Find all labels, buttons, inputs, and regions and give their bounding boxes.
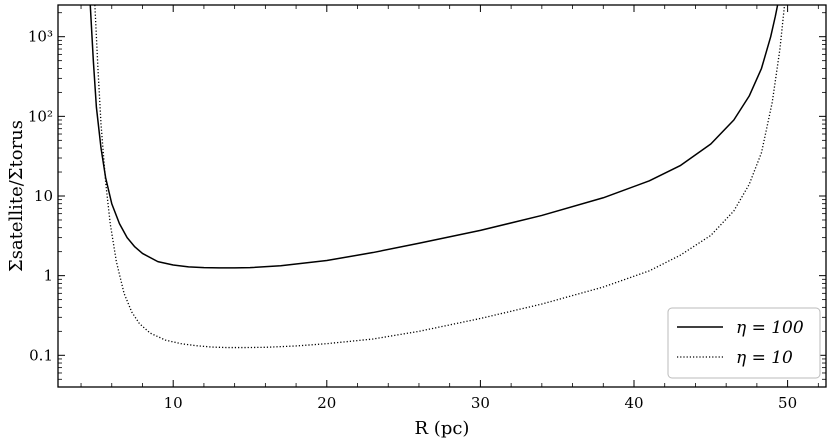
legend-label: η = 100 — [736, 318, 804, 338]
legend-box — [667, 307, 821, 379]
x-tick-label: 50 — [778, 394, 797, 412]
y-tick-label: 10² — [28, 107, 53, 125]
y-axis-label: Σsatellite/Σtorus — [6, 120, 27, 272]
y-tick-label: 1 — [43, 267, 53, 285]
x-tick-label: 10 — [164, 394, 183, 412]
legend-label: η = 10 — [736, 348, 793, 368]
x-axis-label: R (pc) — [415, 418, 470, 439]
legend: η = 100 η = 10 — [667, 307, 821, 379]
x-tick-label: 40 — [624, 394, 643, 412]
series-line-eta-10 — [94, 5, 786, 349]
y-tick-label: 0.1 — [29, 346, 53, 364]
x-tick-label: 20 — [317, 394, 336, 412]
series-line-eta-100 — [89, 5, 779, 269]
y-tick-label: 10³ — [28, 28, 53, 46]
y-tick-label: 10 — [34, 187, 53, 205]
x-tick-label: 30 — [471, 394, 490, 412]
